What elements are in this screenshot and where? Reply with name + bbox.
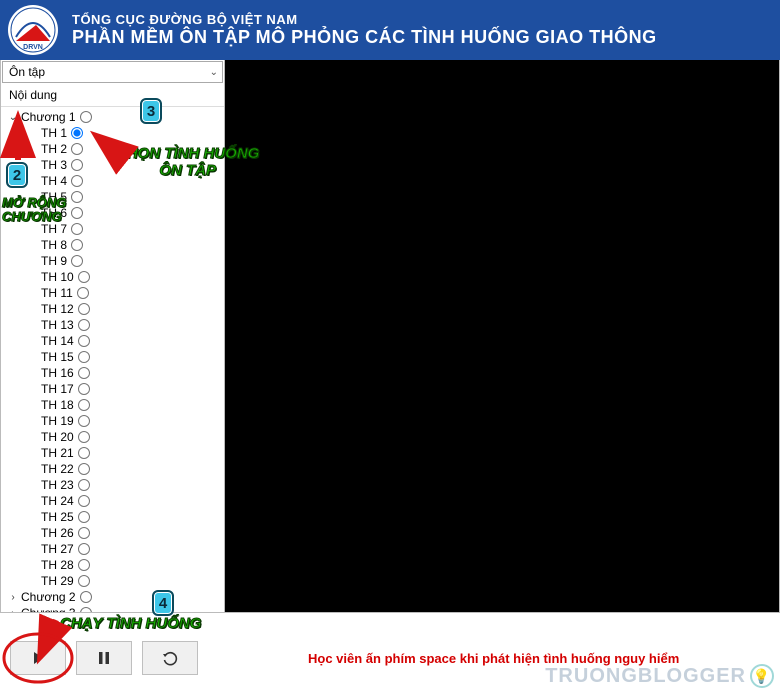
scenario-label[interactable]: TH 11 (39, 286, 75, 300)
reload-button[interactable] (142, 641, 198, 675)
scenario-label[interactable]: TH 17 (39, 382, 76, 396)
scenario-radio[interactable] (78, 335, 90, 347)
tree-header: Nội dung (1, 84, 224, 107)
scenario-radio[interactable] (71, 191, 83, 203)
mode-dropdown[interactable]: Ôn tập ⌄ (2, 61, 223, 83)
scenario-label[interactable]: TH 21 (39, 446, 76, 460)
workspace: Ôn tập ⌄ Nội dung ⌄Chương 1TH 1TH 2TH 3T… (0, 60, 780, 613)
scenario-label[interactable]: TH 3 (39, 158, 69, 172)
scenario-radio[interactable] (71, 239, 83, 251)
scenario-label[interactable]: TH 27 (39, 542, 76, 556)
scenario-label[interactable]: TH 16 (39, 366, 76, 380)
scenario-label[interactable]: TH 22 (39, 462, 76, 476)
scenario-radio[interactable] (71, 159, 83, 171)
expander-icon[interactable]: › (7, 592, 19, 603)
reload-icon (162, 650, 178, 666)
scenario-radio[interactable] (78, 399, 90, 411)
scenario-radio[interactable] (77, 287, 89, 299)
scenario-radio[interactable] (71, 143, 83, 155)
scenario-label[interactable]: TH 7 (39, 222, 69, 236)
scenario-radio[interactable] (71, 207, 83, 219)
scenario-label[interactable]: TH 18 (39, 398, 76, 412)
scenario-radio[interactable] (78, 351, 90, 363)
scenario-label[interactable]: TH 13 (39, 318, 76, 332)
play-button[interactable] (10, 641, 66, 675)
scenario-label[interactable]: TH 6 (39, 206, 69, 220)
chapter-label[interactable]: Chương 1 (19, 110, 78, 124)
org-logo: DRVN (8, 5, 58, 55)
watermark: TRUONGBLOGGER 💡 (545, 664, 774, 688)
chapter-label[interactable]: Chương 3 (19, 606, 78, 612)
scenario-label[interactable]: TH 1 (39, 126, 69, 140)
scenario-label[interactable]: TH 15 (39, 350, 76, 364)
scenario-radio[interactable] (78, 559, 90, 571)
scenario-label[interactable]: TH 28 (39, 558, 76, 572)
scenario-radio[interactable] (78, 383, 90, 395)
scenario-label[interactable]: TH 12 (39, 302, 76, 316)
scenario-tree[interactable]: ⌄Chương 1 TH 1 TH 2 TH 3 TH 4 TH 5 TH 6 TH 7 TH … (1, 107, 224, 612)
expander-icon[interactable]: ⌄ (7, 112, 19, 123)
chapter-label[interactable]: Chương 2 (19, 590, 78, 604)
scenario-radio[interactable] (78, 543, 90, 555)
play-icon (30, 650, 46, 666)
chevron-down-icon: ⌄ (210, 67, 218, 78)
scenario-label[interactable]: TH 25 (39, 510, 76, 524)
chapter-radio[interactable] (80, 607, 92, 612)
scenario-radio[interactable] (78, 511, 90, 523)
pause-button[interactable] (76, 641, 132, 675)
scenario-radio[interactable] (78, 303, 90, 315)
scenario-label[interactable]: TH 26 (39, 526, 76, 540)
scenario-label[interactable]: TH 9 (39, 254, 69, 268)
video-viewport (225, 60, 779, 612)
scenario-radio[interactable] (78, 527, 90, 539)
scenario-radio[interactable] (78, 431, 90, 443)
scenario-radio[interactable] (71, 127, 83, 139)
scenario-label[interactable]: TH 8 (39, 238, 69, 252)
chapter-radio[interactable] (80, 591, 92, 603)
scenario-radio[interactable] (78, 575, 90, 587)
scenario-radio[interactable] (78, 495, 90, 507)
scenario-radio[interactable] (71, 223, 83, 235)
scenario-label[interactable]: TH 24 (39, 494, 76, 508)
scenario-label[interactable]: TH 2 (39, 142, 69, 156)
scenario-radio[interactable] (78, 271, 90, 283)
scenario-label[interactable]: TH 19 (39, 414, 76, 428)
mode-selected: Ôn tập (9, 65, 45, 79)
scenario-radio[interactable] (78, 463, 90, 475)
expander-icon[interactable]: › (7, 608, 19, 613)
scenario-label[interactable]: TH 23 (39, 478, 76, 492)
chapter-radio[interactable] (80, 111, 92, 123)
scenario-label[interactable]: TH 20 (39, 430, 76, 444)
org-title: TỔNG CỤC ĐƯỜNG BỘ VIỆT NAM (72, 12, 657, 27)
scenario-radio[interactable] (71, 175, 83, 187)
scenario-radio[interactable] (71, 255, 83, 267)
scenario-label[interactable]: TH 4 (39, 174, 69, 188)
scenario-radio[interactable] (78, 479, 90, 491)
svg-text:DRVN: DRVN (23, 44, 43, 51)
scenario-label[interactable]: TH 29 (39, 574, 76, 588)
scenario-label[interactable]: TH 5 (39, 190, 69, 204)
sidebar: Ôn tập ⌄ Nội dung ⌄Chương 1TH 1TH 2TH 3T… (1, 60, 225, 612)
scenario-radio[interactable] (78, 447, 90, 459)
scenario-radio[interactable] (78, 367, 90, 379)
app-header: DRVN TỔNG CỤC ĐƯỜNG BỘ VIỆT NAM PHẦN MỀM… (0, 0, 780, 60)
scenario-label[interactable]: TH 14 (39, 334, 76, 348)
bulb-icon: 💡 (750, 664, 774, 688)
app-title: PHẦN MỀM ÔN TẬP MÔ PHỎNG CÁC TÌNH HUỐNG … (72, 27, 657, 48)
scenario-label[interactable]: TH 10 (39, 270, 76, 284)
pause-icon (96, 650, 112, 666)
scenario-radio[interactable] (78, 319, 90, 331)
scenario-radio[interactable] (78, 415, 90, 427)
